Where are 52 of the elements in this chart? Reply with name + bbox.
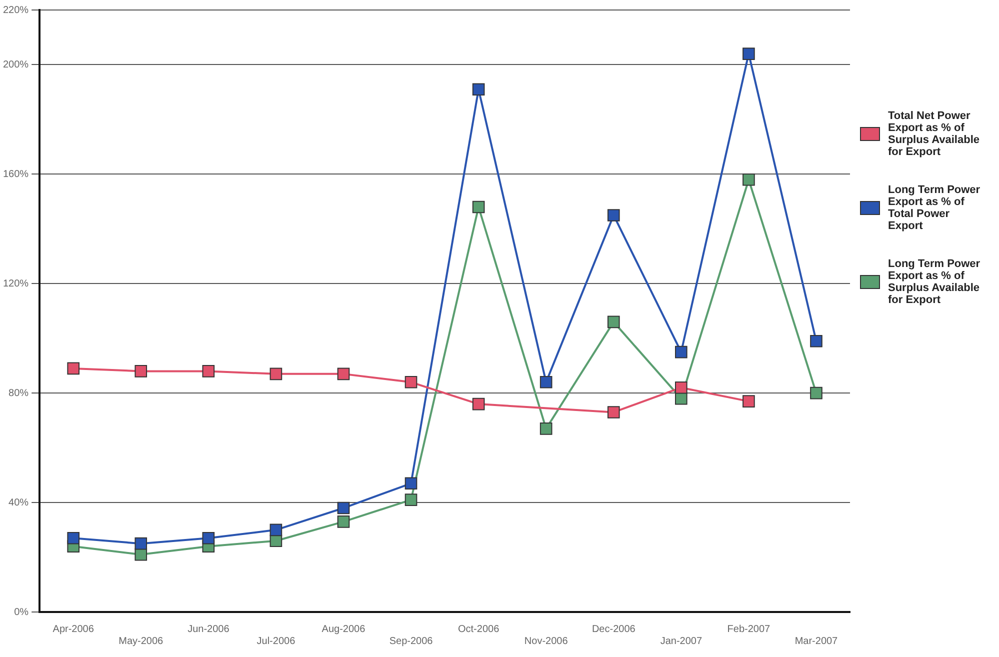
y-tick-label: 200% bbox=[3, 59, 29, 70]
point bbox=[337, 516, 350, 528]
point bbox=[810, 386, 822, 400]
point bbox=[202, 365, 215, 378]
point bbox=[675, 346, 688, 358]
point bbox=[337, 502, 350, 514]
x-tick-label: Apr-2006 bbox=[52, 624, 94, 635]
point bbox=[472, 398, 485, 410]
legend-label: Long Term Power Export as % of Surplus Available for Export bbox=[888, 258, 982, 306]
point bbox=[404, 376, 418, 388]
x-tick-label: Dec-2006 bbox=[592, 624, 636, 635]
x-tick-label: Jan-2007 bbox=[660, 636, 702, 647]
x-tick-label: Jun-2006 bbox=[188, 624, 230, 635]
point bbox=[202, 532, 215, 544]
point bbox=[134, 548, 148, 561]
legend-label: Total Net Power Export as % of Surplus Available for Export bbox=[888, 110, 980, 158]
point bbox=[337, 368, 350, 380]
y-tick-label: 0% bbox=[14, 606, 29, 618]
x-tick-label: Nov-2006 bbox=[524, 636, 568, 647]
legend-label: Long Term Power Export as % of Total Power Export bbox=[888, 184, 982, 232]
point bbox=[742, 395, 755, 408]
point bbox=[270, 524, 282, 536]
y-tick-label: 160% bbox=[3, 168, 29, 180]
point bbox=[67, 532, 80, 544]
x-tick-label: Sep-2006 bbox=[389, 636, 434, 647]
x-tick-label: Feb-2007 bbox=[727, 624, 771, 635]
point bbox=[472, 200, 485, 214]
point bbox=[607, 209, 620, 222]
x-tick-label: Jul-2006 bbox=[256, 636, 296, 647]
x-tick-label: Oct-2006 bbox=[458, 624, 500, 635]
point bbox=[134, 365, 148, 378]
point bbox=[675, 381, 688, 394]
y-tick-label: 40% bbox=[8, 497, 29, 508]
point bbox=[67, 362, 80, 375]
point bbox=[742, 174, 755, 186]
point bbox=[404, 494, 418, 506]
x-tick-label: Mar-2007 bbox=[794, 636, 838, 647]
y-tick-label: 120% bbox=[3, 278, 29, 290]
y-tick-label: 220% bbox=[3, 4, 29, 16]
point bbox=[540, 422, 552, 435]
point bbox=[607, 406, 620, 418]
x-tick-label: Aug-2006 bbox=[322, 624, 366, 635]
point bbox=[540, 376, 552, 388]
point bbox=[134, 537, 148, 550]
point bbox=[810, 334, 822, 348]
point bbox=[607, 316, 620, 328]
point bbox=[404, 477, 418, 490]
point bbox=[270, 368, 282, 380]
point bbox=[472, 83, 485, 96]
y-tick-label: 80% bbox=[8, 388, 29, 399]
x-tick-label: May-2006 bbox=[118, 636, 164, 647]
point bbox=[742, 48, 755, 60]
